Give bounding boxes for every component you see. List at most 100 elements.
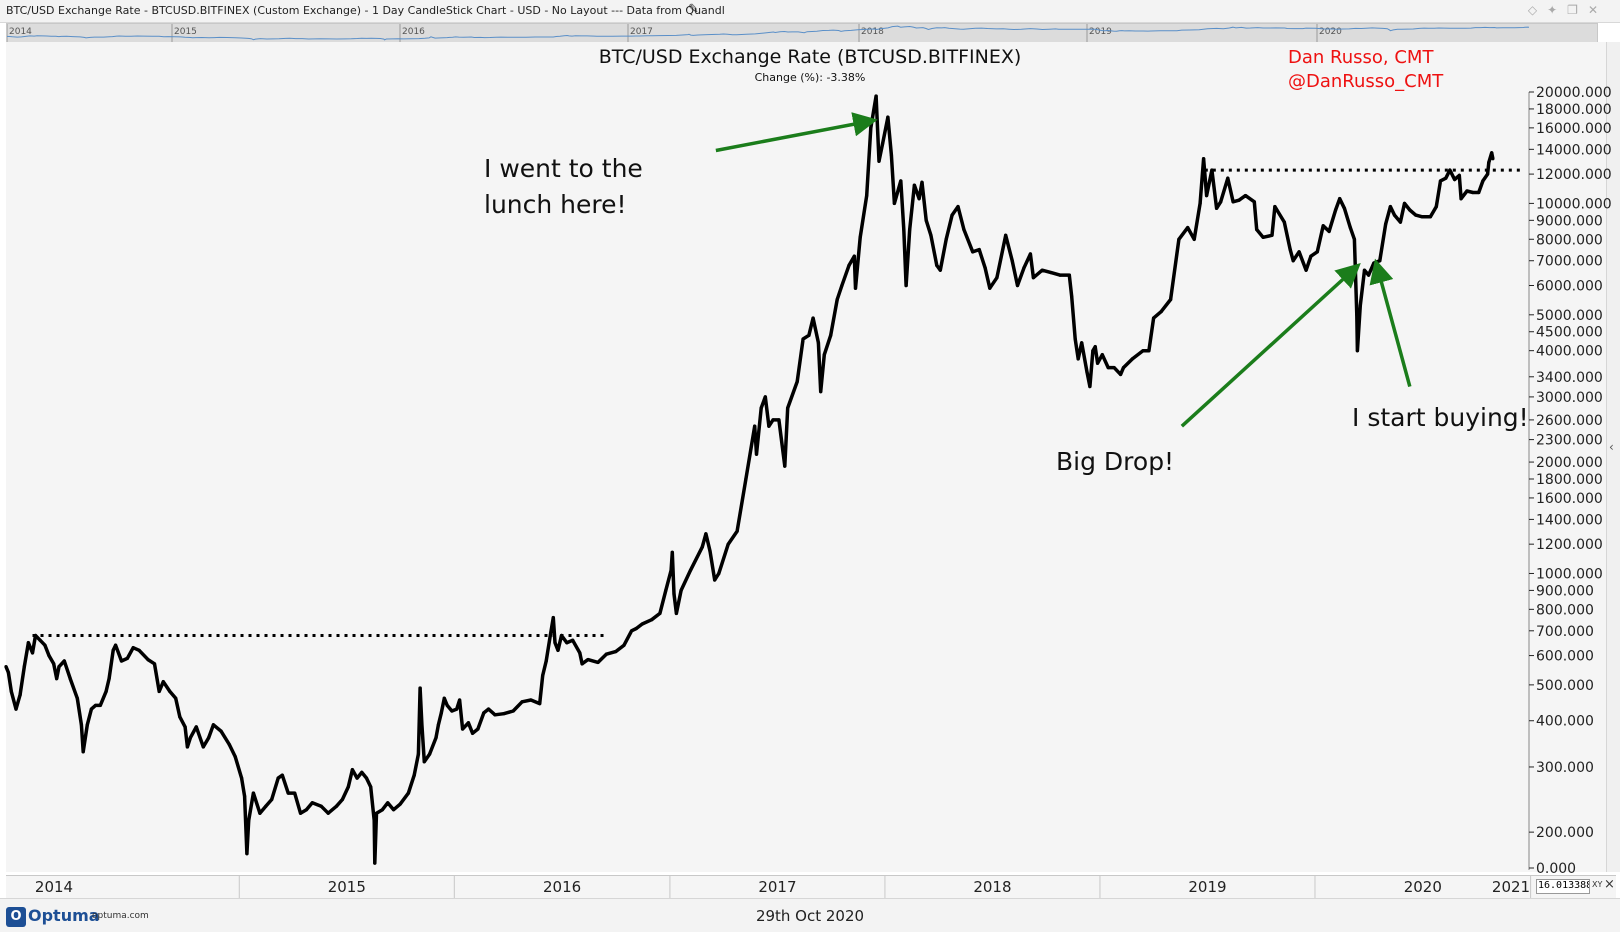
price-point — [1288, 248, 1292, 252]
price-point — [1372, 261, 1376, 265]
price-point — [1049, 271, 1053, 275]
pin-icon[interactable]: ✦ — [1547, 3, 1568, 17]
overview-year-label: 2018 — [861, 27, 884, 37]
price-point — [771, 418, 775, 422]
price-point — [565, 641, 569, 645]
y-tick-label: 200.000 — [1536, 825, 1594, 841]
y-tick-label: 2000.000 — [1536, 455, 1603, 471]
xy-toggle-button[interactable]: XY — [1592, 880, 1603, 889]
y-tick-label: 6000.000 — [1536, 279, 1603, 295]
price-point — [865, 193, 869, 198]
y-tick-label: 1800.000 — [1536, 472, 1603, 488]
price-point — [650, 618, 654, 622]
price-point — [161, 680, 165, 684]
price-point — [899, 179, 903, 183]
price-point — [553, 641, 557, 645]
scale-input[interactable]: 16.013388 — [1536, 879, 1590, 894]
window-controls: ◇✦❐✕ — [1528, 3, 1608, 17]
brand-url[interactable]: optuma.com — [92, 911, 149, 921]
price-point — [293, 791, 297, 795]
x-tick-label: 2019 — [1188, 878, 1226, 896]
price-point — [1076, 357, 1080, 361]
price-point — [22, 665, 26, 669]
price-point — [1010, 259, 1014, 263]
y-tick-label: 400.000 — [1536, 714, 1594, 730]
diamond-icon[interactable]: ◇ — [1527, 3, 1548, 17]
price-point — [1355, 349, 1359, 353]
price-point — [548, 633, 552, 638]
price-point — [30, 651, 35, 655]
price-point — [1327, 229, 1331, 234]
price-point — [902, 227, 906, 232]
price-point — [908, 227, 912, 232]
collapse-panel-icon[interactable]: ‹ — [1609, 440, 1614, 454]
price-point — [455, 707, 459, 711]
close-small-icon[interactable]: × — [1604, 877, 1615, 892]
title-bar: BTC/USD Exchange Rate - BTCUSD.BITFINEX … — [0, 0, 1620, 23]
x-axis: 2014 2015 2016 2017 2018 2019 2020 2021 — [35, 876, 1532, 898]
x-axis-bar[interactable]: 2014 2015 2016 2017 2018 2019 2020 2021 — [6, 875, 1532, 898]
price-point — [146, 658, 150, 662]
price-point — [580, 662, 584, 666]
y-tick-label: 10000.000 — [1536, 196, 1612, 212]
price-point — [904, 283, 908, 288]
price-point — [858, 235, 862, 239]
price-point — [1186, 226, 1190, 230]
y-tick-label: 700.000 — [1536, 624, 1594, 640]
overview-year-label: 2015 — [174, 27, 197, 37]
price-point — [1091, 349, 1095, 353]
price-point — [726, 542, 730, 546]
y-tick-label: 300.000 — [1536, 760, 1594, 776]
y-tick-label: 3400.000 — [1536, 370, 1603, 386]
price-point — [1270, 233, 1274, 237]
price-point — [538, 702, 542, 706]
price-point — [604, 652, 608, 656]
price-point — [795, 379, 799, 384]
price-point — [1402, 201, 1407, 206]
axis-corner: 16.013388 XY × — [1532, 875, 1616, 898]
price-point — [93, 703, 98, 708]
price-point — [183, 725, 187, 729]
price-point — [264, 804, 268, 808]
price-point — [1237, 198, 1241, 202]
price-point — [1471, 190, 1475, 195]
price-point — [559, 633, 564, 638]
overview-navigator[interactable]: 2014 2015 2016 2017 2018 2019 2020 — [6, 23, 1598, 43]
price-point — [640, 622, 644, 626]
price-point — [874, 94, 878, 98]
chart-pane[interactable] — [6, 42, 1606, 872]
price-point — [1378, 259, 1382, 263]
price-point — [1243, 193, 1248, 198]
price-point — [541, 673, 545, 678]
price-point — [816, 341, 820, 345]
price-point — [920, 180, 924, 184]
price-point — [168, 689, 172, 694]
price-point — [1100, 353, 1104, 357]
price-point — [119, 659, 124, 663]
price-point — [298, 811, 303, 815]
price-point — [157, 689, 161, 694]
annotation-lunch: I went to the lunch here! — [484, 151, 643, 223]
price-point — [107, 676, 111, 681]
side-panel-strip[interactable]: ‹ — [1606, 42, 1620, 872]
edit-icon[interactable]: ✎ — [688, 2, 699, 17]
price-point — [6, 670, 10, 675]
annotation-arrow — [1369, 258, 1412, 387]
price-point — [1304, 268, 1308, 272]
price-point — [950, 213, 954, 217]
price-point — [544, 659, 548, 663]
price-point — [1348, 226, 1352, 230]
price-point — [1151, 316, 1156, 320]
price-point — [1352, 237, 1357, 241]
price-point — [1219, 200, 1223, 204]
restore-icon[interactable]: ❐ — [1567, 3, 1588, 17]
price-point — [434, 736, 438, 740]
price-point — [406, 791, 410, 795]
close-icon[interactable]: ✕ — [1587, 3, 1608, 17]
price-point — [1067, 273, 1071, 277]
price-point — [938, 268, 942, 272]
price-point — [596, 660, 600, 665]
price-point — [735, 529, 739, 533]
price-point — [245, 851, 249, 856]
